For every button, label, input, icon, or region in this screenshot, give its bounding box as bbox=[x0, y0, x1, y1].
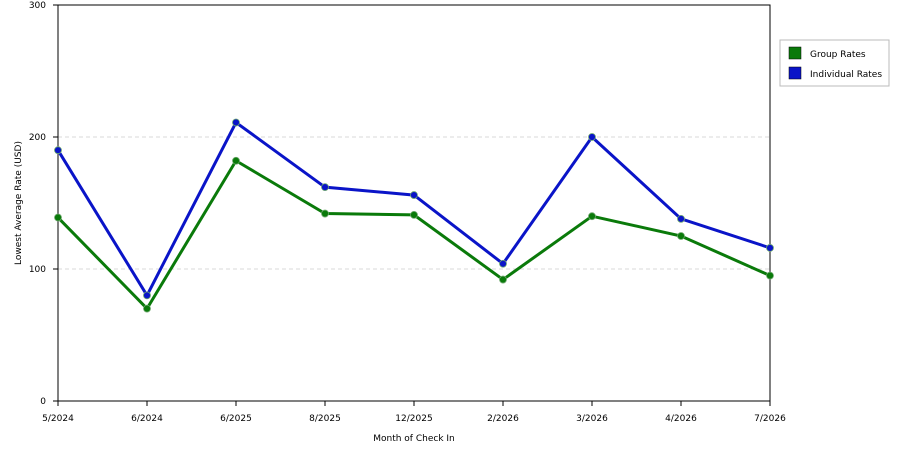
x-tick-label: 4/2026 bbox=[665, 414, 697, 424]
legend: Group Rates Individual Rates bbox=[779, 39, 890, 87]
data-point bbox=[677, 232, 685, 240]
y-tick-label: 0 bbox=[40, 397, 46, 407]
data-point bbox=[321, 183, 329, 192]
data-point bbox=[766, 243, 774, 252]
data-point bbox=[143, 291, 151, 300]
series-group-rates bbox=[54, 156, 774, 313]
data-point bbox=[499, 275, 507, 284]
series-individual-rates bbox=[54, 118, 774, 300]
x-tick-label: 8/2025 bbox=[309, 414, 341, 424]
x-tick-label: 5/2024 bbox=[42, 414, 74, 424]
data-point bbox=[54, 213, 62, 222]
y-tick-label: 300 bbox=[29, 1, 46, 11]
data-point bbox=[588, 133, 596, 141]
data-point bbox=[588, 212, 596, 221]
x-tick-label: 7/2026 bbox=[754, 414, 786, 424]
data-point bbox=[232, 118, 240, 127]
data-point bbox=[410, 191, 418, 199]
x-tick-label: 6/2025 bbox=[220, 414, 252, 424]
legend-label-individual: Individual Rates bbox=[810, 70, 882, 80]
y-axis: 0 100 200 300 bbox=[29, 1, 58, 407]
x-axis-title: Month of Check In bbox=[373, 434, 455, 444]
data-point bbox=[677, 214, 685, 223]
series-line bbox=[56, 158, 771, 312]
x-axis: 5/2024 6/2024 6/2025 8/2025 12/2025 2/2026 3/2… bbox=[42, 401, 786, 424]
data-point bbox=[499, 259, 507, 268]
legend-swatch-group bbox=[788, 46, 802, 60]
data-point bbox=[232, 156, 240, 165]
y-axis-title: Lowest Average Rate (USD) bbox=[14, 141, 24, 265]
x-tick-label: 3/2026 bbox=[576, 414, 608, 424]
data-point bbox=[321, 209, 329, 218]
data-point bbox=[54, 146, 62, 155]
legend-swatch-individual bbox=[788, 66, 802, 80]
x-tick-label: 6/2024 bbox=[131, 414, 163, 424]
y-tick-label: 200 bbox=[29, 133, 46, 143]
legend-label-group: Group Rates bbox=[810, 50, 866, 60]
x-tick-label: 2/2026 bbox=[487, 414, 519, 424]
y-tick-label: 100 bbox=[29, 265, 46, 275]
x-tick-label: 12/2025 bbox=[395, 414, 432, 424]
data-point bbox=[143, 304, 151, 313]
data-point bbox=[766, 271, 774, 280]
series-group bbox=[54, 118, 774, 313]
data-point bbox=[410, 210, 418, 219]
